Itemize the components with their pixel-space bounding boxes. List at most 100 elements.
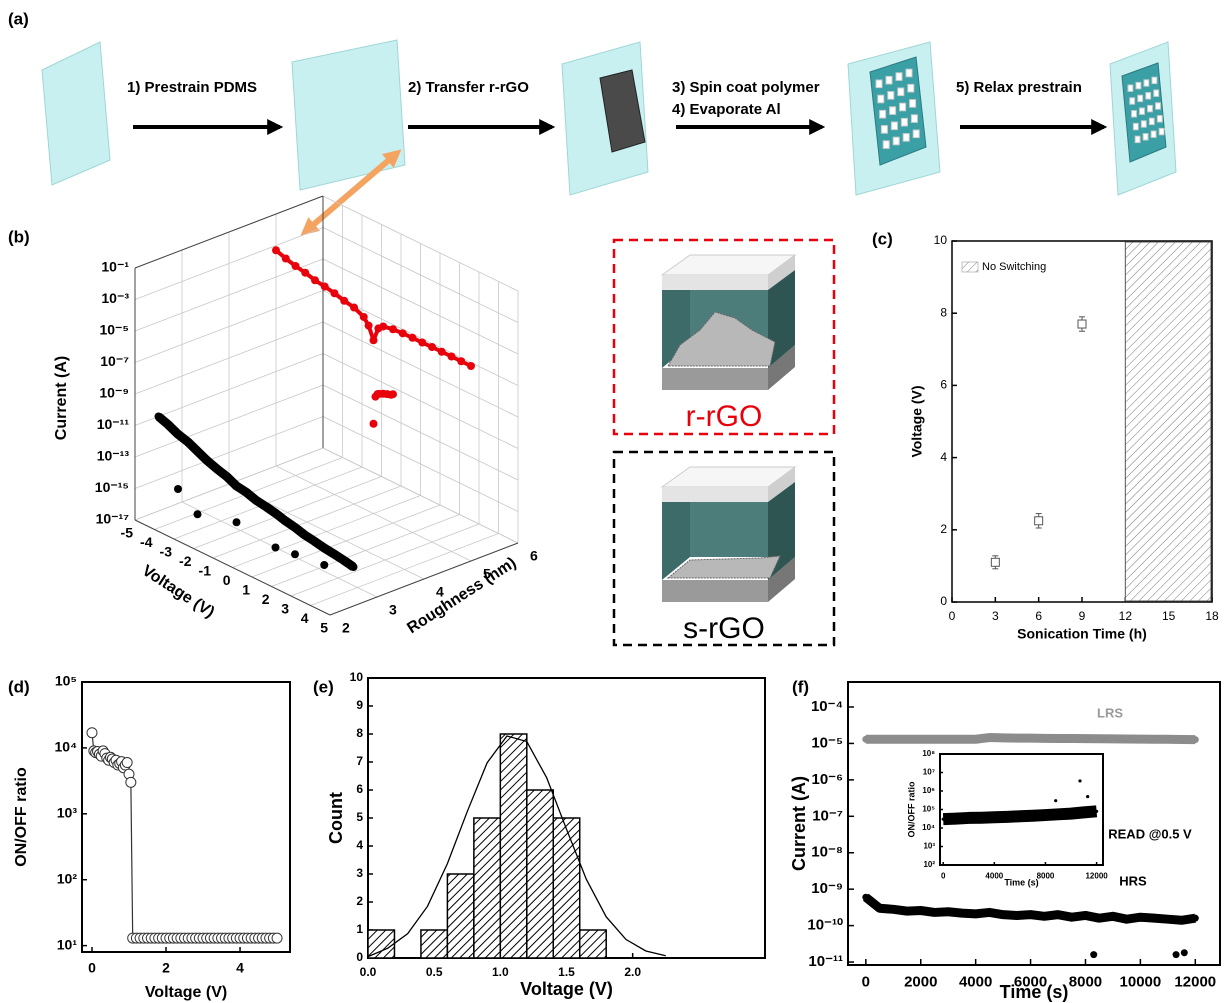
marker xyxy=(194,510,202,518)
marker xyxy=(1068,914,1075,921)
histogram-bar xyxy=(580,930,606,958)
y-tick-label: 2 xyxy=(356,894,363,908)
y-axis-label: Count xyxy=(326,792,346,844)
y-axis-label: Current (A) xyxy=(789,776,809,871)
marker xyxy=(272,246,280,254)
electrode xyxy=(1138,95,1143,101)
marker xyxy=(1006,815,1009,818)
marker xyxy=(890,736,897,743)
marker xyxy=(1151,915,1158,922)
electrode xyxy=(890,107,896,115)
x-tick-label: -5 xyxy=(121,525,134,541)
marker xyxy=(389,325,397,333)
marker xyxy=(1044,813,1047,816)
x-tick-label: 0.5 xyxy=(426,965,443,979)
y-tick-label: 0 xyxy=(940,594,947,608)
y-axis-label: Current (A) xyxy=(53,356,70,440)
y-axis-label: ON/OFF ratio xyxy=(13,767,30,867)
y-tick-label: 10⁻⁴ xyxy=(811,698,843,715)
marker xyxy=(954,817,957,820)
electrode xyxy=(1128,85,1133,91)
y-tick-label: 10² xyxy=(57,870,78,886)
marker xyxy=(331,289,339,297)
marker xyxy=(1192,915,1199,922)
y-tick-label: 10⁻⁶ xyxy=(811,771,843,788)
marker xyxy=(1086,795,1089,798)
z-tick-label: 2 xyxy=(342,620,350,636)
marker xyxy=(370,336,378,344)
x-tick-label: 9 xyxy=(1079,609,1086,623)
marker xyxy=(945,736,952,743)
x-axis-label: Time (s) xyxy=(1004,877,1038,887)
panel-label: (c) xyxy=(872,229,893,248)
marker xyxy=(945,908,952,915)
marker xyxy=(986,909,993,916)
histogram-bar xyxy=(421,930,447,958)
marker xyxy=(1018,815,1021,818)
histogram-bar xyxy=(368,930,394,958)
shaded-region xyxy=(1125,242,1211,601)
marker xyxy=(262,503,270,511)
y-tick-label: 10⁸ xyxy=(922,749,935,758)
y-tick-label: 0 xyxy=(356,950,363,964)
panel-label: (a) xyxy=(8,9,29,28)
slab xyxy=(42,42,110,185)
marker xyxy=(1055,911,1062,918)
marker xyxy=(311,276,319,284)
marker xyxy=(1013,912,1020,919)
figure: (a) (b) (c) (d) (e) (f) 1) Prestrain PDM… xyxy=(0,0,1224,1003)
electrode xyxy=(891,122,897,130)
marker xyxy=(174,430,182,438)
marker xyxy=(1095,810,1098,813)
marker xyxy=(155,413,163,421)
marker xyxy=(467,362,475,370)
electrode xyxy=(900,103,906,111)
electrode xyxy=(1132,111,1137,117)
marker xyxy=(1151,736,1158,743)
y-tick-label: 9 xyxy=(356,698,363,712)
x-tick-label: 2000 xyxy=(904,973,937,990)
y-tick-label: 10⁵ xyxy=(922,805,935,814)
electrode xyxy=(896,73,902,81)
marker xyxy=(942,818,945,821)
panel-label: (f) xyxy=(792,677,809,696)
marker xyxy=(291,550,299,558)
legend-label: No Switching xyxy=(982,261,1046,273)
z-axis-label: Roughness (nm) xyxy=(404,554,519,637)
electrode xyxy=(893,137,899,145)
panel-label: (b) xyxy=(8,227,30,246)
marker xyxy=(194,447,202,455)
marker xyxy=(917,736,924,743)
electrode xyxy=(1144,80,1149,86)
y-tick-label: 3 xyxy=(356,866,363,880)
electrode xyxy=(1151,131,1156,137)
marker xyxy=(320,544,328,552)
x-tick-label: 0 xyxy=(941,871,946,880)
y-tick-label: 5 xyxy=(356,810,363,824)
y-tick-label: 10⁻⁷ xyxy=(100,353,129,369)
marker xyxy=(890,906,897,913)
panel-label: (d) xyxy=(8,677,30,696)
marker xyxy=(1109,913,1116,920)
marker xyxy=(931,736,938,743)
y-tick-label: 8 xyxy=(940,305,947,319)
x-tick-label: 0 xyxy=(862,973,870,990)
electrode xyxy=(910,100,916,108)
electrode xyxy=(876,80,882,88)
electrode xyxy=(906,69,912,77)
electrode xyxy=(1156,103,1161,109)
step-label: 4) Evaporate Al xyxy=(672,101,781,118)
marker xyxy=(1164,916,1171,923)
y-tick-label: 10⁻⁵ xyxy=(99,322,129,338)
marker xyxy=(986,734,993,741)
x-axis-label: Time (s) xyxy=(1000,982,1069,1002)
marker xyxy=(1178,917,1185,924)
marker xyxy=(1000,911,1007,918)
marker xyxy=(457,357,465,365)
marker xyxy=(321,283,329,291)
x-tick-label: 4000 xyxy=(959,973,992,990)
marker xyxy=(379,322,387,330)
marker xyxy=(1068,735,1075,742)
marker xyxy=(1055,735,1062,742)
marker xyxy=(1069,812,1072,815)
